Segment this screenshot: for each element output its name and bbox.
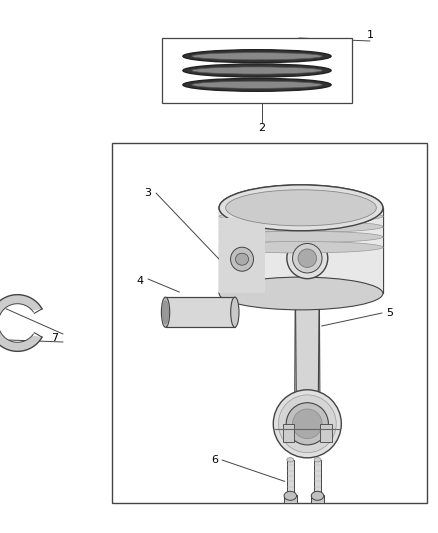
Bar	[219, 208, 383, 294]
Ellipse shape	[284, 491, 297, 500]
Ellipse shape	[219, 277, 383, 310]
Bar	[314, 460, 321, 494]
Circle shape	[279, 395, 336, 453]
Ellipse shape	[183, 64, 331, 77]
Circle shape	[286, 403, 328, 445]
Bar	[287, 460, 294, 494]
Text: 6: 6	[212, 455, 219, 465]
Ellipse shape	[162, 301, 169, 324]
Ellipse shape	[192, 53, 322, 60]
Bar	[311, 495, 324, 503]
Text: 7: 7	[51, 333, 59, 343]
Text: 1: 1	[367, 30, 374, 40]
Ellipse shape	[231, 297, 239, 327]
Polygon shape	[0, 295, 42, 351]
Text: 5: 5	[386, 308, 393, 318]
Circle shape	[293, 409, 322, 439]
Ellipse shape	[219, 211, 383, 222]
Bar	[162, 38, 352, 103]
Ellipse shape	[314, 458, 321, 462]
Ellipse shape	[311, 491, 324, 500]
Ellipse shape	[236, 253, 249, 265]
Ellipse shape	[219, 221, 383, 232]
Ellipse shape	[226, 190, 376, 226]
Bar	[112, 143, 427, 503]
Ellipse shape	[287, 458, 294, 462]
Text: 4: 4	[137, 276, 144, 286]
Ellipse shape	[192, 67, 322, 74]
Text: 2: 2	[258, 123, 265, 133]
Bar	[166, 297, 235, 327]
Ellipse shape	[183, 50, 331, 63]
Ellipse shape	[219, 231, 383, 243]
Ellipse shape	[219, 185, 383, 231]
Circle shape	[298, 249, 317, 268]
Circle shape	[293, 244, 322, 273]
Bar	[284, 495, 297, 503]
Bar	[219, 217, 265, 294]
Ellipse shape	[183, 78, 331, 91]
Ellipse shape	[161, 297, 170, 327]
Ellipse shape	[192, 81, 322, 88]
Ellipse shape	[230, 247, 254, 271]
Text: 3: 3	[145, 188, 152, 198]
Circle shape	[273, 390, 341, 458]
Polygon shape	[295, 279, 319, 397]
Bar	[320, 424, 332, 442]
Ellipse shape	[219, 185, 383, 231]
Bar	[283, 424, 294, 442]
Circle shape	[287, 238, 328, 279]
Ellipse shape	[219, 241, 383, 253]
